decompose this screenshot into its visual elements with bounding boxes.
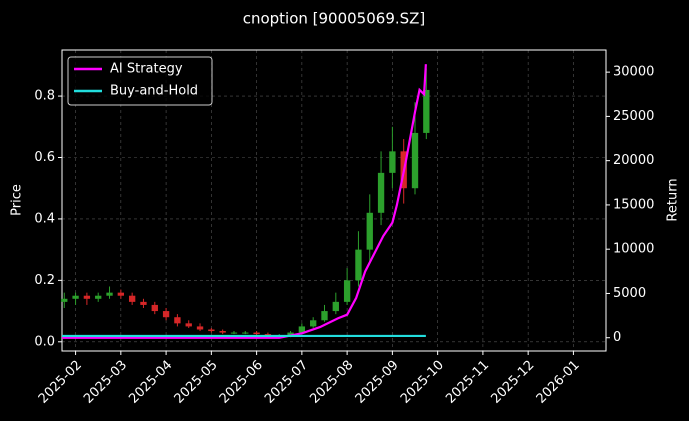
x-tick-label: 2025-06 xyxy=(217,358,266,407)
candle-body xyxy=(377,172,385,213)
candle-body xyxy=(83,295,91,299)
y2-tick-label: 10000 xyxy=(613,242,654,257)
x-tick-label: 2025-08 xyxy=(307,358,356,407)
candle-body xyxy=(140,301,147,305)
y-tick-label: 0.2 xyxy=(34,273,55,288)
candle-body xyxy=(162,311,170,318)
legend-label: AI Strategy xyxy=(110,62,183,77)
candle-body xyxy=(117,292,125,296)
y2-tick-label: 5000 xyxy=(613,286,646,301)
candle-body xyxy=(321,311,328,321)
x-tick-label: 2026-01 xyxy=(534,358,583,407)
x-tick-label: 2025-09 xyxy=(353,358,402,407)
candle-body xyxy=(310,320,317,327)
y2-tick-label: 20000 xyxy=(613,153,654,168)
candle-body xyxy=(72,295,79,299)
candle-body xyxy=(298,326,306,333)
y-tick-label: 0.4 xyxy=(34,211,55,226)
candle-body xyxy=(242,332,249,334)
x-tick-label: 2025-11 xyxy=(443,358,492,407)
candle-body xyxy=(355,249,362,281)
legend: AI Strategy Buy-and-Hold xyxy=(67,56,213,106)
x-tick-label: 2025-02 xyxy=(36,358,85,407)
y-tick-label: 0.0 xyxy=(34,334,55,349)
y2-tick-label: 15000 xyxy=(613,197,654,212)
candle-body xyxy=(208,329,215,332)
candle-body xyxy=(219,331,226,333)
candle-body xyxy=(253,332,260,335)
y-tick-label: 0.6 xyxy=(34,150,55,165)
candle-body xyxy=(332,301,339,312)
candle-body xyxy=(106,292,113,296)
legend-box xyxy=(67,56,213,106)
candle-body xyxy=(61,298,68,302)
y-tick-label: 0.8 xyxy=(34,89,55,104)
candle-body xyxy=(389,151,396,173)
chart-title: cnoption [90005069.SZ] xyxy=(243,10,426,28)
x-tick-label: 2025-07 xyxy=(262,358,311,407)
x-tick-label: 2025-04 xyxy=(126,358,175,407)
x-tick-label: 2025-03 xyxy=(81,358,130,407)
x-tick-label: 2025-05 xyxy=(172,358,221,407)
candle-body xyxy=(287,332,294,336)
y2-tick-label: 25000 xyxy=(613,109,654,124)
candle-body xyxy=(95,295,102,299)
y-axis-label: Price xyxy=(10,184,25,216)
candle-body xyxy=(174,317,181,324)
line-series xyxy=(62,64,427,339)
x-tick-label: 2025-10 xyxy=(398,358,447,407)
candle-body xyxy=(185,323,192,327)
candle-body xyxy=(128,295,136,302)
candle-body xyxy=(423,89,430,133)
y2-tick-label: 0 xyxy=(613,330,621,345)
y2-tick-label: 30000 xyxy=(613,65,654,80)
y2-axis-label: Return xyxy=(666,178,681,221)
candle-body xyxy=(196,326,204,330)
x-tick-label: 2025-12 xyxy=(488,358,537,407)
candle-body xyxy=(366,212,373,250)
candle-body xyxy=(411,132,419,189)
candle-body xyxy=(230,332,238,334)
candle-body xyxy=(151,304,158,312)
candle-body xyxy=(343,280,351,302)
plot-frame xyxy=(61,49,607,352)
legend-label: Buy-and-Hold xyxy=(110,84,198,99)
